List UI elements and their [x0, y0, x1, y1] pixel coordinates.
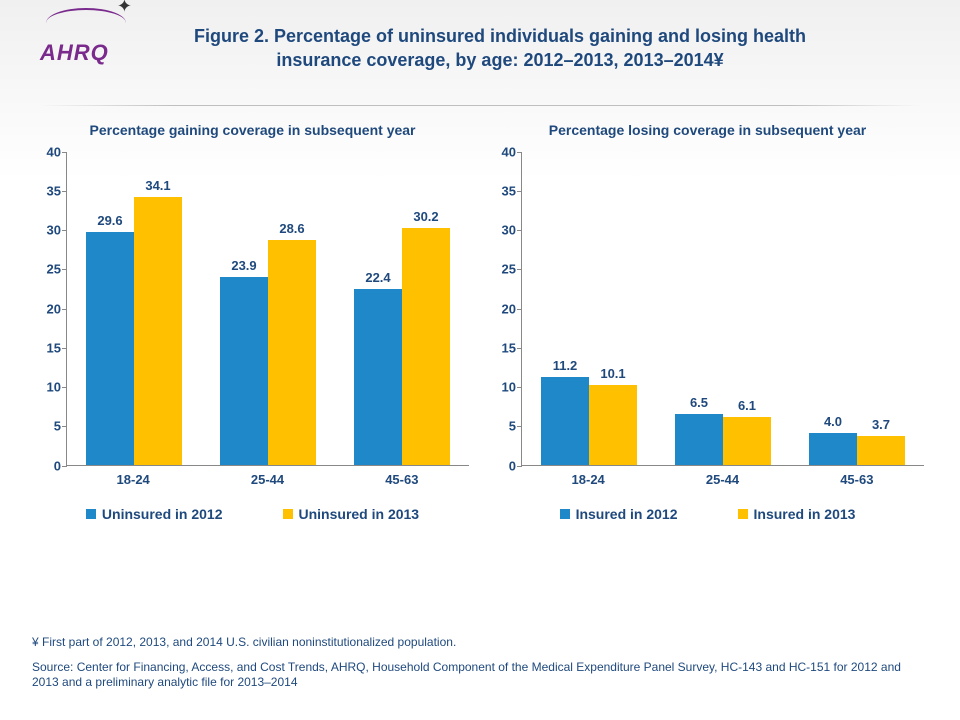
- legend-swatch-icon: [738, 509, 748, 519]
- bar: 28.6: [268, 221, 316, 465]
- bar: 6.1: [723, 398, 771, 465]
- bar-rect: [86, 232, 134, 464]
- bar-group: 29.6 34.1: [67, 178, 201, 465]
- bar: 4.0: [809, 414, 857, 464]
- bar-value-label: 29.6: [97, 213, 122, 228]
- bar: 23.9: [220, 258, 268, 465]
- bar-value-label: 30.2: [413, 209, 438, 224]
- bar: 11.2: [541, 358, 589, 465]
- panel-title: Percentage gaining coverage in subsequen…: [30, 122, 475, 138]
- bar-value-label: 11.2: [553, 358, 578, 373]
- legend-item: Uninsured in 2013: [283, 506, 420, 522]
- legend-item: Insured in 2012: [560, 506, 678, 522]
- bar-value-label: 34.1: [145, 178, 170, 193]
- bar-value-label: 28.6: [279, 221, 304, 236]
- bar-rect: [675, 414, 723, 465]
- chart-panel: Percentage gaining coverage in subsequen…: [30, 122, 475, 522]
- logo-swoosh-icon: [46, 8, 126, 38]
- plot-area: 051015202530354011.210.16.56.14.03.7: [521, 152, 924, 466]
- ahrq-logo: AHRQ: [40, 8, 140, 78]
- legend: Insured in 2012 Insured in 2013: [485, 506, 930, 522]
- bar-rect: [134, 197, 182, 465]
- bar-group: 6.5 6.1: [656, 395, 790, 465]
- bar-rect: [220, 277, 268, 465]
- bar-rect: [723, 417, 771, 465]
- plot: 051015202530354029.634.123.928.622.430.2…: [66, 152, 469, 492]
- footnote-symbol: ¥ First part of 2012, 2013, and 2014 U.S…: [32, 635, 928, 650]
- bar-rect: [589, 385, 637, 464]
- x-label: 45-63: [790, 466, 924, 492]
- bar-group: 23.9 28.6: [201, 221, 335, 465]
- bar: 3.7: [857, 417, 905, 465]
- bar-value-label: 3.7: [872, 417, 890, 432]
- bar-groups: 11.2 10.1 6.5 6.1 4.0 3.7: [522, 152, 924, 465]
- bar-value-label: 6.1: [738, 398, 756, 413]
- x-labels: 18-2425-4445-63: [66, 466, 469, 492]
- legend-label: Uninsured in 2012: [102, 506, 223, 522]
- bar-groups: 29.6 34.1 23.9 28.6 22.4 30.2: [67, 152, 469, 465]
- bar-value-label: 6.5: [690, 395, 708, 410]
- plot: 051015202530354011.210.16.56.14.03.718-2…: [521, 152, 924, 492]
- divider: [40, 105, 920, 106]
- x-label: 25-44: [655, 466, 789, 492]
- x-label: 18-24: [66, 466, 200, 492]
- x-label: 18-24: [521, 466, 655, 492]
- bar: 29.6: [86, 213, 134, 464]
- bar: 10.1: [589, 366, 637, 464]
- plot-area: 051015202530354029.634.123.928.622.430.2: [66, 152, 469, 466]
- bar: 6.5: [675, 395, 723, 465]
- bar-value-label: 23.9: [231, 258, 256, 273]
- legend-label: Insured in 2013: [754, 506, 856, 522]
- legend-swatch-icon: [560, 509, 570, 519]
- bar-rect: [809, 433, 857, 464]
- logo-text: AHRQ: [40, 40, 140, 66]
- legend-label: Insured in 2012: [576, 506, 678, 522]
- bar-value-label: 4.0: [824, 414, 842, 429]
- figure-title: Figure 2. Percentage of uninsured indivi…: [40, 18, 920, 73]
- bar-rect: [541, 377, 589, 465]
- bar-rect: [354, 289, 402, 465]
- legend-swatch-icon: [283, 509, 293, 519]
- bar-rect: [857, 436, 905, 465]
- legend-item: Uninsured in 2012: [86, 506, 223, 522]
- bar-group: 22.4 30.2: [335, 209, 469, 465]
- bar: 30.2: [402, 209, 450, 465]
- source-line: Source: Center for Financing, Access, an…: [32, 660, 928, 690]
- bar-rect: [268, 240, 316, 465]
- x-label: 25-44: [200, 466, 334, 492]
- x-labels: 18-2425-4445-63: [521, 466, 924, 492]
- bar-value-label: 22.4: [365, 270, 390, 285]
- legend-swatch-icon: [86, 509, 96, 519]
- bar: 34.1: [134, 178, 182, 465]
- bar: 22.4: [354, 270, 402, 465]
- panel-title: Percentage losing coverage in subsequent…: [485, 122, 930, 138]
- chart-panel: Percentage losing coverage in subsequent…: [485, 122, 930, 522]
- bar-value-label: 10.1: [600, 366, 625, 381]
- bar-group: 4.0 3.7: [790, 414, 924, 464]
- charts-row: Percentage gaining coverage in subsequen…: [0, 116, 960, 522]
- header: AHRQ Figure 2. Percentage of uninsured i…: [0, 0, 960, 83]
- legend-item: Insured in 2013: [738, 506, 856, 522]
- bar-rect: [402, 228, 450, 465]
- legend-label: Uninsured in 2013: [299, 506, 420, 522]
- footnotes: ¥ First part of 2012, 2013, and 2014 U.S…: [32, 635, 928, 700]
- legend: Uninsured in 2012 Uninsured in 2013: [30, 506, 475, 522]
- x-label: 45-63: [335, 466, 469, 492]
- bar-group: 11.2 10.1: [522, 358, 656, 465]
